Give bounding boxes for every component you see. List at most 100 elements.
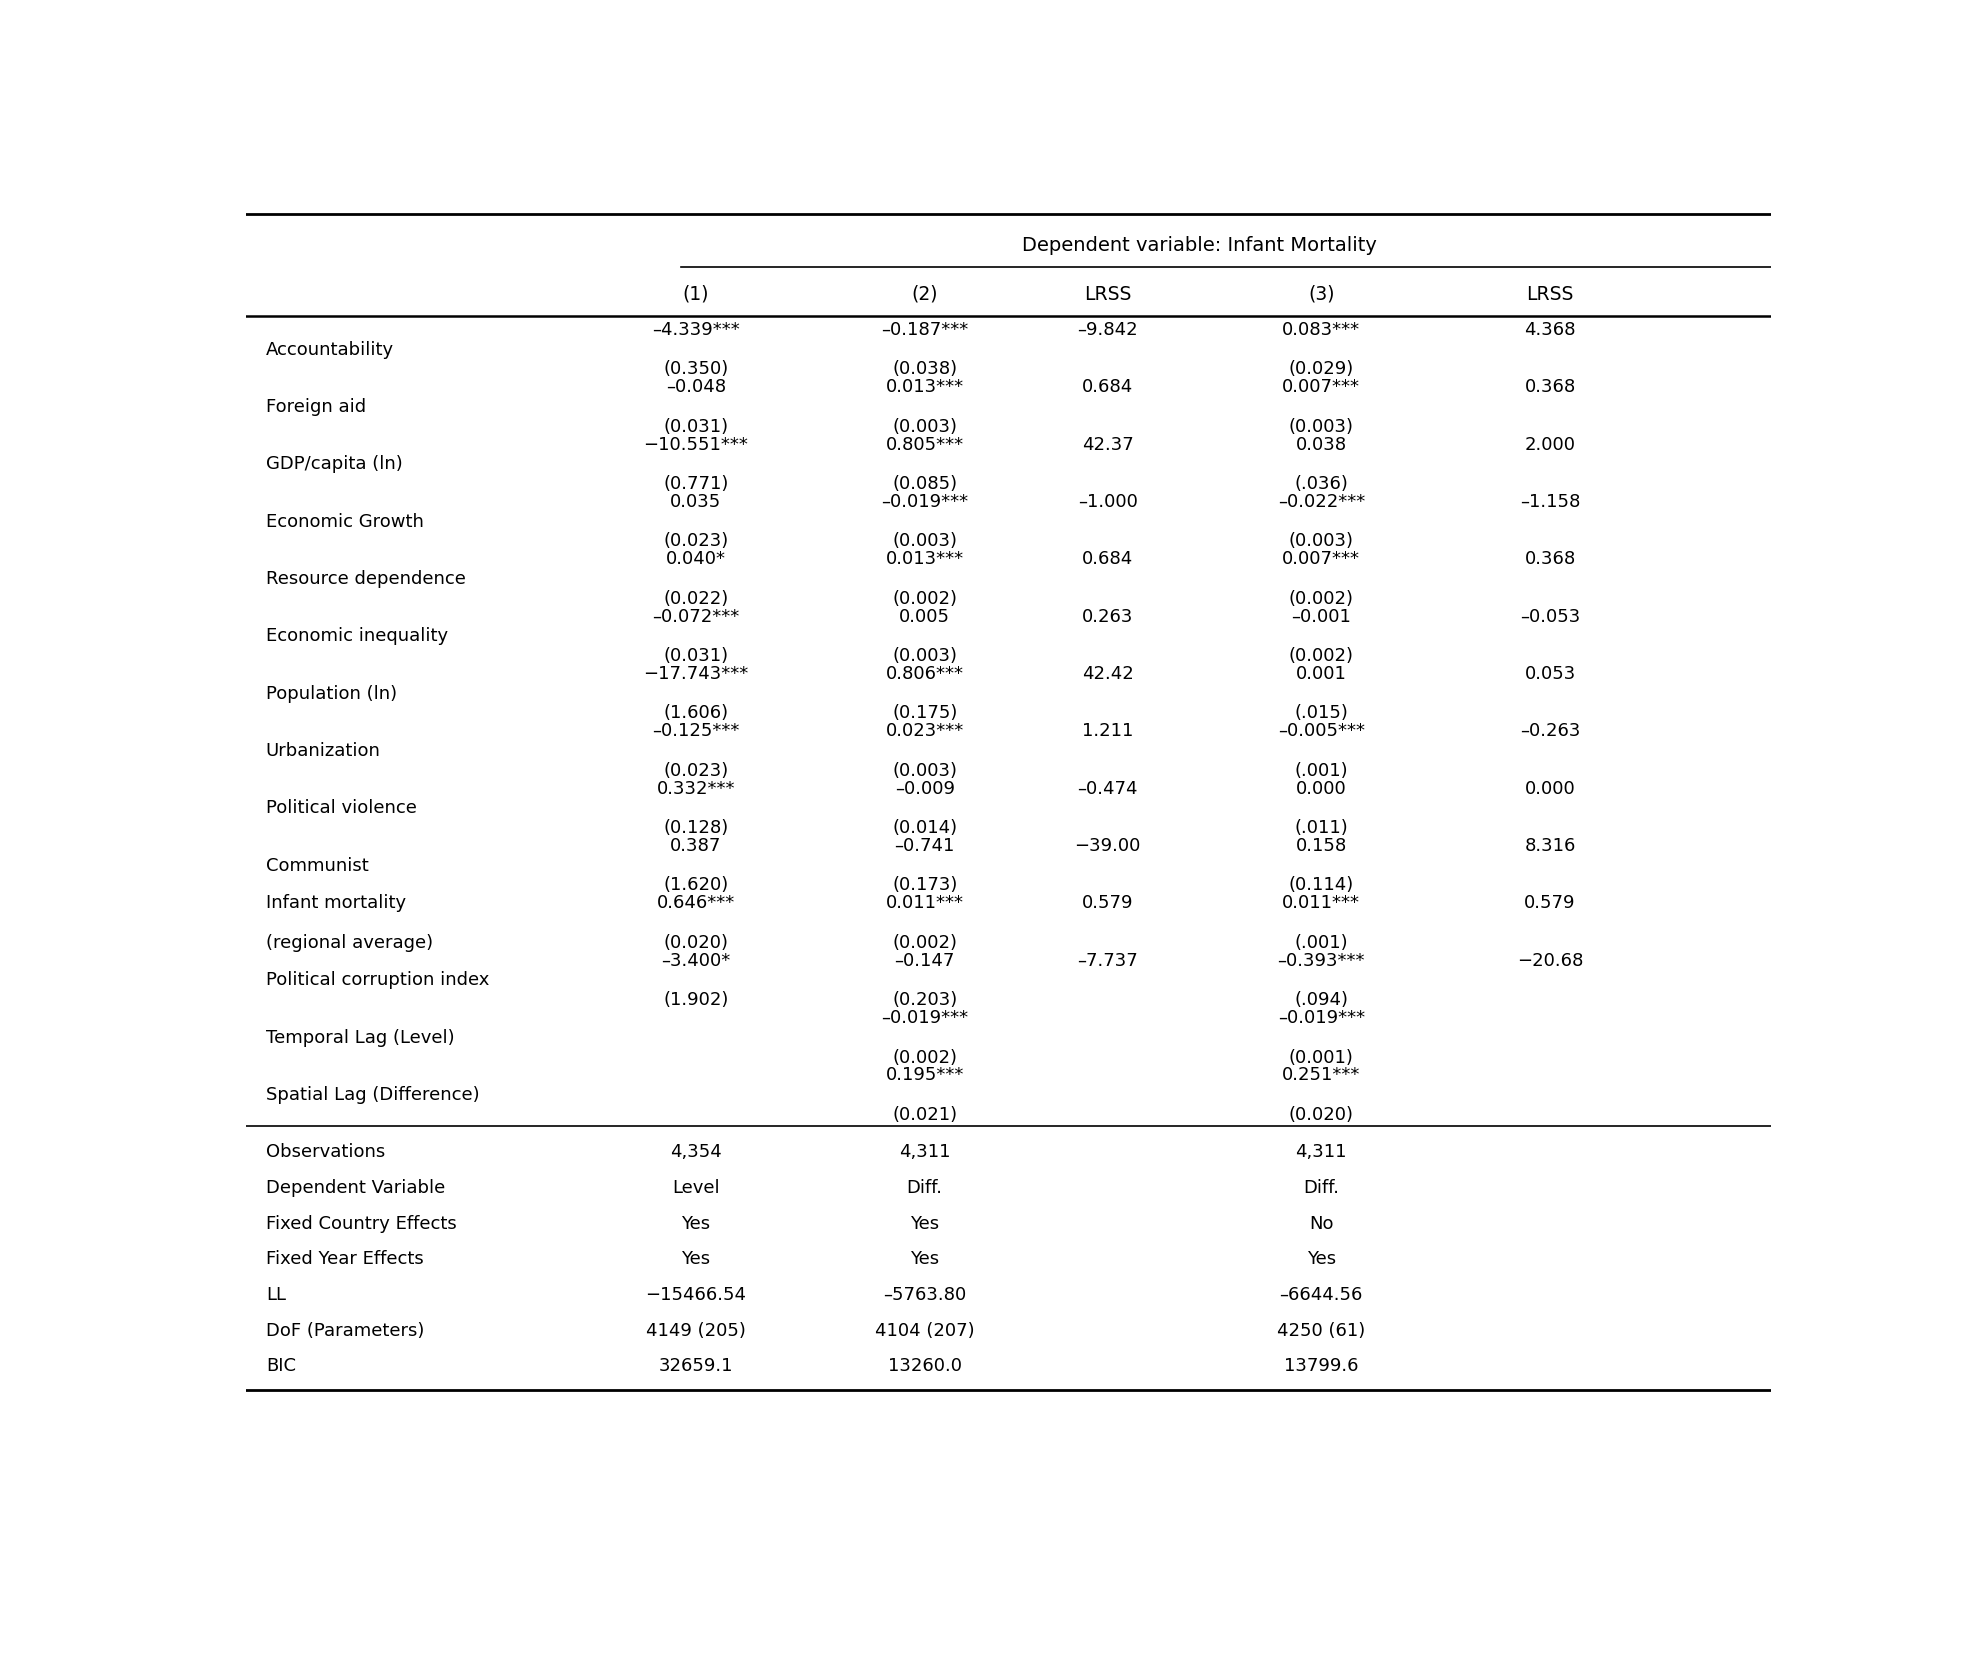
Text: (0.771): (0.771) (663, 475, 728, 493)
Text: (0.020): (0.020) (663, 933, 728, 952)
Text: (0.023): (0.023) (663, 533, 728, 551)
Text: (0.003): (0.003) (1289, 417, 1354, 435)
Text: 4250 (61): 4250 (61) (1277, 1322, 1366, 1341)
Text: Economic inequality: Economic inequality (266, 627, 449, 645)
Text: 42.37: 42.37 (1082, 435, 1134, 453)
Text: 0.263: 0.263 (1082, 607, 1134, 626)
Text: –1.158: –1.158 (1519, 493, 1580, 511)
Text: –1.000: –1.000 (1078, 493, 1138, 511)
Text: (0.003): (0.003) (892, 533, 956, 551)
Text: (0.003): (0.003) (892, 647, 956, 665)
Text: –3.400*: –3.400* (661, 952, 730, 970)
Text: 32659.1: 32659.1 (659, 1357, 734, 1375)
Text: DoF (Parameters): DoF (Parameters) (266, 1322, 425, 1341)
Text: GDP/capita (ln): GDP/capita (ln) (266, 455, 403, 473)
Text: (.015): (.015) (1295, 705, 1348, 723)
Text: 0.368: 0.368 (1525, 549, 1576, 568)
Text: (0.031): (0.031) (663, 647, 728, 665)
Text: Political corruption index: Political corruption index (266, 971, 490, 990)
Text: Level: Level (673, 1178, 720, 1197)
Text: Yes: Yes (1307, 1251, 1336, 1268)
Text: −15466.54: −15466.54 (646, 1286, 746, 1304)
Text: (0.350): (0.350) (663, 361, 728, 379)
Text: Observations: Observations (266, 1144, 386, 1162)
Text: –7.737: –7.737 (1076, 952, 1138, 970)
Text: (1.902): (1.902) (663, 991, 728, 1010)
Text: 0.040*: 0.040* (665, 549, 726, 568)
Text: (.001): (.001) (1295, 933, 1348, 952)
Text: (2): (2) (911, 285, 939, 303)
Text: 0.007***: 0.007*** (1283, 549, 1360, 568)
Text: Population (ln): Population (ln) (266, 685, 398, 703)
Text: 0.332***: 0.332*** (657, 780, 736, 798)
Text: Urbanization: Urbanization (266, 741, 380, 760)
Text: 0.083***: 0.083*** (1283, 321, 1360, 339)
Text: (0.128): (0.128) (663, 819, 728, 837)
Text: (0.002): (0.002) (892, 589, 956, 607)
Text: –0.009: –0.009 (895, 780, 954, 798)
Text: −10.551***: −10.551*** (644, 435, 748, 453)
Text: 0.013***: 0.013*** (886, 549, 964, 568)
Text: –4.339***: –4.339*** (651, 321, 740, 339)
Text: (0.175): (0.175) (892, 705, 956, 723)
Text: 42.42: 42.42 (1082, 665, 1134, 684)
Text: Yes: Yes (909, 1215, 939, 1233)
Text: (0.003): (0.003) (892, 417, 956, 435)
Text: (0.002): (0.002) (1289, 647, 1354, 665)
Text: –0.393***: –0.393*** (1277, 952, 1366, 970)
Text: (0.038): (0.038) (892, 361, 956, 379)
Text: −39.00: −39.00 (1075, 837, 1141, 856)
Text: 2.000: 2.000 (1525, 435, 1576, 453)
Text: (0.022): (0.022) (663, 589, 728, 607)
Text: (0.003): (0.003) (1289, 533, 1354, 551)
Text: (.011): (.011) (1295, 819, 1348, 837)
Text: 0.806***: 0.806*** (886, 665, 964, 684)
Text: 0.251***: 0.251*** (1281, 1066, 1360, 1084)
Text: Political violence: Political violence (266, 799, 417, 818)
Text: Diff.: Diff. (907, 1178, 943, 1197)
Text: Infant mortality: Infant mortality (266, 894, 405, 912)
Text: 0.023***: 0.023*** (886, 722, 964, 740)
Text: −17.743***: −17.743*** (644, 665, 748, 684)
Text: (0.023): (0.023) (663, 761, 728, 780)
Text: 13260.0: 13260.0 (888, 1357, 962, 1375)
Text: –0.001: –0.001 (1291, 607, 1352, 626)
Text: Foreign aid: Foreign aid (266, 397, 366, 415)
Text: Dependent Variable: Dependent Variable (266, 1178, 445, 1197)
Text: 1.211: 1.211 (1082, 722, 1134, 740)
Text: Accountability: Accountability (266, 341, 394, 359)
Text: Yes: Yes (909, 1251, 939, 1268)
Text: (1): (1) (683, 285, 708, 303)
Text: (0.001): (0.001) (1289, 1049, 1354, 1066)
Text: Temporal Lag (Level): Temporal Lag (Level) (266, 1029, 455, 1046)
Text: –0.048: –0.048 (665, 379, 726, 396)
Text: –0.263: –0.263 (1519, 722, 1580, 740)
Text: LRSS: LRSS (1527, 285, 1574, 303)
Text: Yes: Yes (681, 1215, 710, 1233)
Text: (0.029): (0.029) (1289, 361, 1354, 379)
Text: 0.646***: 0.646*** (657, 894, 736, 912)
Text: 0.038: 0.038 (1295, 435, 1346, 453)
Text: 13799.6: 13799.6 (1283, 1357, 1358, 1375)
Text: 0.387: 0.387 (671, 837, 722, 856)
Text: Fixed Year Effects: Fixed Year Effects (266, 1251, 423, 1268)
Text: 0.013***: 0.013*** (886, 379, 964, 396)
Text: 0.579: 0.579 (1082, 894, 1134, 912)
Text: 0.011***: 0.011*** (886, 894, 964, 912)
Text: Dependent variable: Infant Mortality: Dependent variable: Infant Mortality (1021, 237, 1378, 255)
Text: Communist: Communist (266, 857, 368, 875)
Text: 4,311: 4,311 (1295, 1144, 1346, 1162)
Text: (.036): (.036) (1295, 475, 1348, 493)
Text: 0.684: 0.684 (1082, 379, 1134, 396)
Text: 0.195***: 0.195*** (886, 1066, 964, 1084)
Text: 4,311: 4,311 (899, 1144, 951, 1162)
Text: 4.368: 4.368 (1525, 321, 1576, 339)
Text: (0.021): (0.021) (892, 1106, 956, 1124)
Text: –0.474: –0.474 (1078, 780, 1138, 798)
Text: –6644.56: –6644.56 (1279, 1286, 1364, 1304)
Text: (0.003): (0.003) (892, 761, 956, 780)
Text: Resource dependence: Resource dependence (266, 569, 466, 588)
Text: (regional average): (regional average) (266, 933, 433, 952)
Text: –0.019***: –0.019*** (882, 1010, 968, 1028)
Text: 0.158: 0.158 (1295, 837, 1346, 856)
